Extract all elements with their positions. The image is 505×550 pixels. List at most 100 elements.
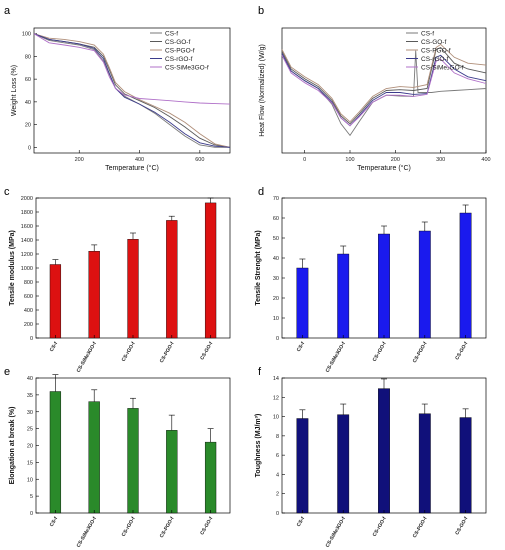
category-label-4: CS-PGO-f <box>412 341 429 364</box>
y-tick-label: 800 <box>24 280 33 286</box>
y-tick-label: 400 <box>24 308 33 314</box>
bar-5 <box>459 212 472 339</box>
legend-entry-4: CS-rGO-f <box>165 56 193 63</box>
panel-letter-c: c <box>4 186 10 198</box>
y-tick-label: 60 <box>273 216 279 222</box>
y-tick-label: 40 <box>273 256 279 262</box>
y-axis-label: Weight Loss (%) <box>11 65 18 116</box>
panel-letter-d: d <box>258 186 264 198</box>
legend-entry-3: CS-PGO-f <box>165 47 195 54</box>
x-tick-label: 100 <box>345 157 354 163</box>
series-line-2 <box>33 33 231 148</box>
y-tick-label: 200 <box>24 322 33 328</box>
bar-4 <box>418 413 431 514</box>
bar-3 <box>127 239 139 339</box>
y-tick-label: 30 <box>273 276 279 282</box>
y-tick-label: 100 <box>22 32 31 38</box>
series-line-3 <box>281 43 487 123</box>
bar-2 <box>337 253 350 339</box>
series-line-4 <box>33 33 231 148</box>
y-tick-label: 0 <box>30 336 33 342</box>
y-tick-label: 0 <box>276 336 279 342</box>
x-tick-label: 600 <box>195 157 204 163</box>
y-tick-label: 6 <box>276 453 279 459</box>
panel-letter-e: e <box>4 366 10 378</box>
category-label-5: CS-GO-f <box>454 341 469 361</box>
y-tick-label: 4 <box>276 472 279 478</box>
y-tick-label: 1000 <box>21 266 33 272</box>
panel-letter-b: b <box>258 5 264 17</box>
y-tick-label: 50 <box>273 236 279 242</box>
y-axis-label: Elongation at break (%) <box>9 407 16 485</box>
y-tick-label: 14 <box>273 376 279 382</box>
bar-5 <box>459 417 472 514</box>
bar-1 <box>296 418 309 514</box>
category-label-3: CS-rGO-f <box>372 516 388 538</box>
bar-5 <box>204 202 217 339</box>
y-axis-label: Tensile modulus (MPa) <box>9 230 16 306</box>
y-axis-label: Toughness (MJ/m³) <box>255 414 262 478</box>
plot-frame <box>33 27 231 154</box>
bar-3 <box>127 408 139 514</box>
bar-4 <box>418 230 431 339</box>
y-tick-label: 80 <box>25 54 31 60</box>
y-tick-label: 20 <box>25 123 31 129</box>
x-tick-label: 400 <box>481 157 490 163</box>
y-tick-label: 1600 <box>21 224 33 230</box>
category-label-3: CS-rGO-f <box>372 341 388 363</box>
x-tick-label: 200 <box>391 157 400 163</box>
chart-b: 0 100 200 300 400 Temperature (°C) Heat Flow (… <box>259 27 491 172</box>
y-axis-label: Heat Flow (Normalized) (W/g) <box>259 44 266 137</box>
y-tick-label: 8 <box>276 434 279 440</box>
bar-1 <box>49 264 62 339</box>
chart-f: 0 2 4 6 8 10 12 14 Toughness (MJ/m³) CS-f CS-SiMe3… <box>255 376 487 549</box>
legend-entry-1: CS-f <box>421 30 434 37</box>
category-label-1: CS-f <box>49 341 60 353</box>
legend-entry-1: CS-f <box>165 30 178 37</box>
y-tick-label: 1200 <box>21 252 33 258</box>
x-axis-label: Temperature (°C) <box>357 164 411 172</box>
y-tick-label: 60 <box>25 77 31 83</box>
series-line-5 <box>281 55 487 127</box>
x-tick-label: 300 <box>436 157 445 163</box>
panel-letter-a: a <box>4 5 11 17</box>
y-tick-label: 2000 <box>21 196 33 202</box>
y-tick-label: 10 <box>273 415 279 421</box>
y-tick-label: 1800 <box>21 210 33 216</box>
y-tick-label: 35 <box>27 393 33 399</box>
y-tick-label: 600 <box>24 294 33 300</box>
series-line-1 <box>33 33 230 148</box>
bar-2 <box>337 414 350 514</box>
category-label-2: CS-SiMe3GO-f <box>76 341 98 374</box>
bar-1 <box>49 391 62 514</box>
bar-3 <box>378 388 390 514</box>
y-tick-label: 15 <box>27 460 33 466</box>
category-label-1: CS-f <box>296 341 307 353</box>
category-label-2: CS-SiMe3GO-f <box>325 516 347 549</box>
series-line-5 <box>33 33 231 105</box>
y-tick-label: 40 <box>25 100 31 106</box>
legend-entry-5: CS-SiMe3GO-f <box>165 64 209 71</box>
category-label-5: CS-GO-f <box>454 516 469 536</box>
bar-2 <box>88 250 100 339</box>
panel-letter-f: f <box>258 366 262 378</box>
y-tick-label: 2 <box>276 492 279 498</box>
x-tick-label: 400 <box>135 157 144 163</box>
legend: CS-f CS-GO-fCS-PGO-f CS-rGO-fCS-SiMe3GO-f <box>150 30 209 71</box>
y-tick-label: 20 <box>27 444 33 450</box>
category-label-2: CS-SiMe3GO-f <box>325 341 347 374</box>
y-tick-label: 30 <box>27 410 33 416</box>
x-tick-label: 200 <box>75 157 84 163</box>
series-line-3 <box>33 33 231 148</box>
category-label-4: CS-PGO-f <box>412 516 429 539</box>
legend-entry-3: CS-PGO-f <box>421 47 451 54</box>
x-tick-label: 0 <box>303 157 306 163</box>
chart-e: 0 5 10 15 20 25 30 35 40 Elongation at break (%) C… <box>9 374 231 549</box>
y-tick-label: 40 <box>27 376 33 382</box>
y-tick-label: 70 <box>273 196 279 202</box>
bar-2 <box>88 401 100 514</box>
category-label-3: CS-rGO-f <box>121 341 137 363</box>
legend-entry-5: CS-SiMe₂GO-f <box>421 64 464 71</box>
chart-a: 200 400 600 0 20 40 60 80 100 Temperature (°C) Wei… <box>11 27 231 172</box>
